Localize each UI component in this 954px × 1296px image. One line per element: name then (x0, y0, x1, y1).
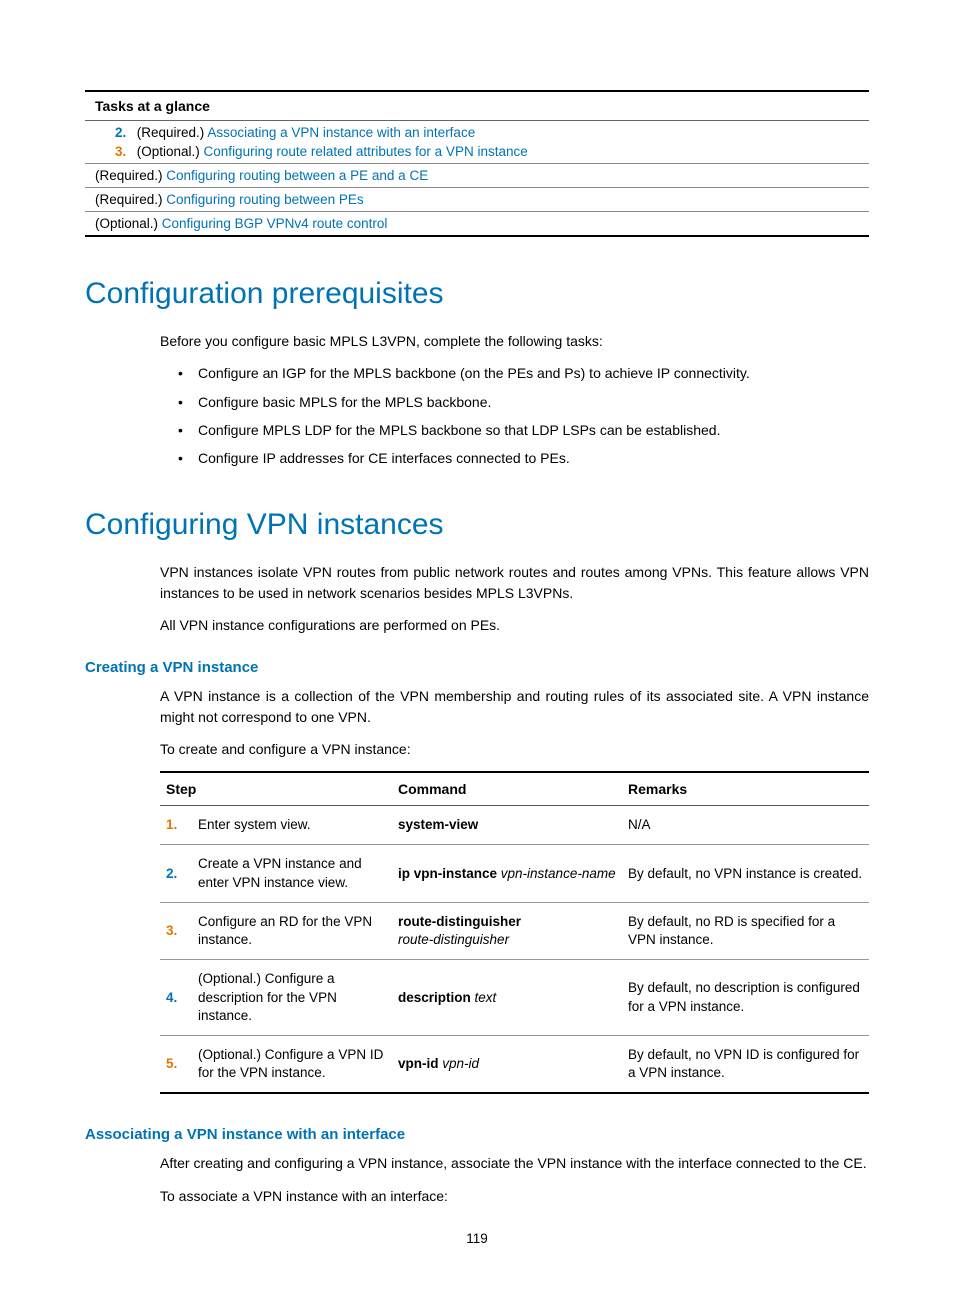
table-row: (Required.) Configuring routing between … (85, 164, 869, 188)
col-step: Step (160, 772, 392, 806)
step-number: 2. (160, 845, 192, 902)
step-text: Create a VPN instance and enter VPN inst… (192, 845, 392, 902)
section-title-prereq: Configuration prerequisites (85, 277, 869, 311)
prereq-bullets: Configure an IGP for the MPLS backbone (… (160, 363, 869, 468)
step-command: system-view (392, 806, 622, 845)
step-number: 4. (160, 960, 192, 1036)
step-text: Configure an RD for the VPN instance. (192, 902, 392, 959)
subsection-creating: Creating a VPN instance (85, 659, 869, 676)
step-number: 1. (160, 806, 192, 845)
step-remark: By default, no RD is specified for a VPN… (622, 902, 869, 959)
creating-body: A VPN instance is a collection of the VP… (85, 686, 869, 759)
subsection-assoc: Associating a VPN instance with an inter… (85, 1126, 869, 1143)
table-row: 4.(Optional.) Configure a description fo… (160, 960, 869, 1036)
step-text: Enter system view. (192, 806, 392, 845)
step-number: 5. (160, 1036, 192, 1094)
list-number: 2. (115, 125, 133, 140)
table-row: 2.Create a VPN instance and enter VPN in… (160, 845, 869, 902)
assoc-body: After creating and configuring a VPN ins… (85, 1153, 869, 1206)
creating-p2: To create and configure a VPN instance: (160, 739, 869, 759)
table-row: 2. (Required.) Associating a VPN instanc… (85, 121, 869, 164)
section-title-vpn: Configuring VPN instances (85, 508, 869, 542)
task-link[interactable]: Configuring BGP VPNv4 route control (162, 216, 388, 231)
task-text: (Required.) Associating a VPN instance w… (137, 125, 475, 140)
task-link[interactable]: Configuring routing between a PE and a C… (166, 168, 428, 183)
step-command: vpn-id vpn-id (392, 1036, 622, 1094)
table-row: 3.Configure an RD for the VPN instance.r… (160, 902, 869, 959)
assoc-p2: To associate a VPN instance with an inte… (160, 1186, 869, 1206)
step-text: (Optional.) Configure a description for … (192, 960, 392, 1036)
table-row: 5.(Optional.) Configure a VPN ID for the… (160, 1036, 869, 1094)
table-row: (Optional.) Configuring BGP VPNv4 route … (85, 212, 869, 237)
bullet-item: Configure an IGP for the MPLS backbone (… (160, 363, 869, 383)
tasks-table: Tasks at a glance 2. (Required.) Associa… (85, 90, 869, 237)
tasks-header: Tasks at a glance (85, 91, 869, 121)
table-row: (Required.) Configuring routing between … (85, 188, 869, 212)
step-remark: By default, no VPN instance is created. (622, 845, 869, 902)
step-command: description text (392, 960, 622, 1036)
step-remark: N/A (622, 806, 869, 845)
bullet-item: Configure MPLS LDP for the MPLS backbone… (160, 420, 869, 440)
vpn-p1: VPN instances isolate VPN routes from pu… (160, 562, 869, 603)
prereq-body: Before you configure basic MPLS L3VPN, c… (85, 331, 869, 468)
step-remark: By default, no description is configured… (622, 960, 869, 1036)
assoc-p1: After creating and configuring a VPN ins… (160, 1153, 869, 1173)
step-command: ip vpn-instance vpn-instance-name (392, 845, 622, 902)
list-number: 3. (115, 144, 133, 159)
vpn-p2: All VPN instance configurations are perf… (160, 615, 869, 635)
task-link[interactable]: Associating a VPN instance with an inter… (207, 125, 475, 140)
bullet-item: Configure IP addresses for CE interfaces… (160, 448, 869, 468)
table-row: 1.Enter system view.system-viewN/A (160, 806, 869, 845)
task-link[interactable]: Configuring route related attributes for… (204, 144, 528, 159)
page-root: Tasks at a glance 2. (Required.) Associa… (0, 0, 954, 1296)
col-remarks: Remarks (622, 772, 869, 806)
step-number: 3. (160, 902, 192, 959)
col-command: Command (392, 772, 622, 806)
creating-p1: A VPN instance is a collection of the VP… (160, 686, 869, 727)
step-table: Step Command Remarks 1.Enter system view… (160, 771, 869, 1094)
page-number: 119 (0, 1231, 954, 1246)
prereq-intro: Before you configure basic MPLS L3VPN, c… (160, 331, 869, 351)
task-link[interactable]: Configuring routing between PEs (166, 192, 363, 207)
step-text: (Optional.) Configure a VPN ID for the V… (192, 1036, 392, 1094)
step-remark: By default, no VPN ID is configured for … (622, 1036, 869, 1094)
vpn-body: VPN instances isolate VPN routes from pu… (85, 562, 869, 635)
step-command: route-distinguisherroute-distinguisher (392, 902, 622, 959)
bullet-item: Configure basic MPLS for the MPLS backbo… (160, 392, 869, 412)
task-text: (Optional.) Configuring route related at… (137, 144, 528, 159)
